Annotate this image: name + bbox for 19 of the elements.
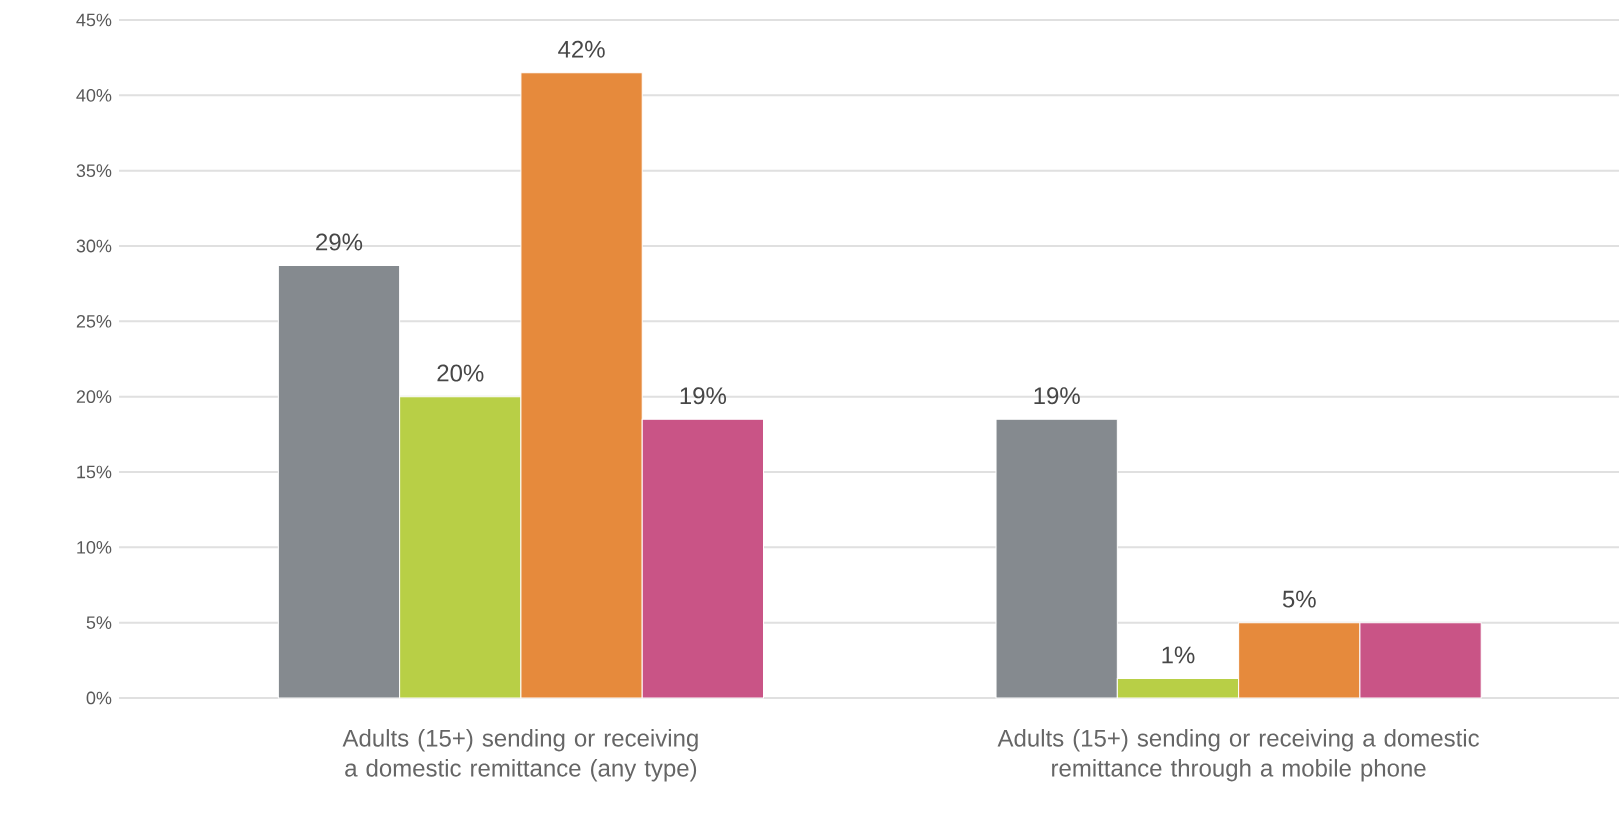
- data-label: 20%: [437, 364, 484, 382]
- data-label: 42%: [558, 40, 605, 58]
- y-tick-label: 45%: [76, 13, 112, 27]
- y-tick-label: 5%: [86, 616, 112, 629]
- data-label: 1%: [1162, 646, 1195, 664]
- y-tick-label: 30%: [76, 239, 112, 253]
- y-tick-label: 0%: [86, 691, 112, 705]
- y-tick-label: 40%: [76, 88, 112, 102]
- data-label: 19%: [1034, 387, 1080, 405]
- data-label: 19%: [680, 387, 727, 405]
- data-label: 5%: [1282, 590, 1316, 608]
- y-tick-label: 20%: [76, 390, 112, 404]
- x-tick-label: Adults (15+) sending or receiving a domestic remittance (any type): [342, 729, 698, 782]
- y-tick-label: 10%: [77, 540, 112, 554]
- data-label: 29%: [316, 233, 363, 251]
- x-tick-label: Adults (15+) sending or receiving a domestic remittance through a mobile phone: [997, 729, 1479, 782]
- y-tick-label: 35%: [76, 164, 112, 178]
- y-tick-label: 25%: [76, 314, 112, 328]
- y-tick-label: 15%: [77, 465, 112, 479]
